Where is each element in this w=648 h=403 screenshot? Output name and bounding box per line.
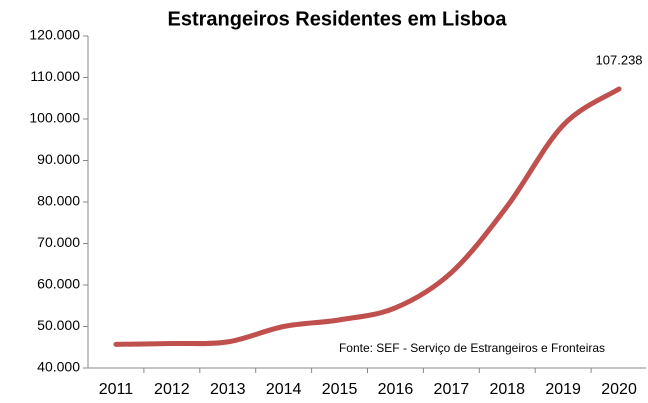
x-tick-label: 2012 (154, 381, 190, 398)
x-tick-label: 2015 (322, 381, 358, 398)
x-tick-label: 2016 (378, 381, 414, 398)
line-series (113, 86, 622, 347)
y-tick-label: 50.000 (37, 317, 80, 333)
data-label: 107.238 (596, 52, 643, 67)
x-tick-label: 2018 (489, 381, 525, 398)
y-tick-label: 60.000 (37, 276, 80, 292)
y-tick-label: 80.000 (37, 193, 80, 209)
x-tick-label: 2013 (210, 381, 246, 398)
x-tick-label: 2020 (601, 381, 637, 398)
x-tick-label: 2014 (266, 381, 302, 398)
x-tick-label: 2011 (99, 381, 134, 398)
source-note: Fonte: SEF - Serviço de Estrangeiros e F… (339, 341, 605, 355)
y-tick-label: 40.000 (37, 359, 80, 375)
y-tick-label: 110.000 (30, 68, 80, 84)
x-tick-label: 2017 (434, 381, 470, 398)
y-tick-label: 70.000 (37, 234, 80, 250)
y-tick-label: 120.000 (29, 27, 80, 43)
x-tick-label: 2019 (545, 381, 581, 398)
y-tick-label: 90.000 (37, 151, 80, 167)
chart-title: Estrangeiros Residentes em Lisboa (167, 8, 507, 30)
y-tick-label: 100.000 (29, 110, 80, 126)
